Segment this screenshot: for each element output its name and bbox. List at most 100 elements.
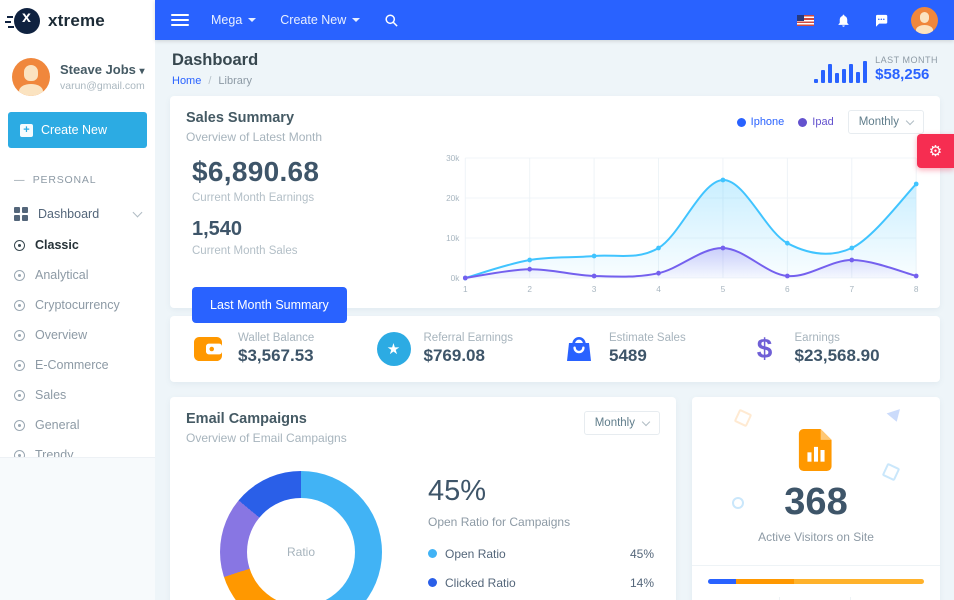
svg-text:20k: 20k [446,193,460,203]
current-month-sales-value: 1,540 [192,218,243,240]
legend-dot [428,549,437,558]
user-avatar [12,58,50,96]
active-visitors-card: 368 Active Visitors on Site 60% Desktop … [692,397,940,600]
svg-text:30k: 30k [446,153,460,163]
stat-estimate-sales: Estimate Sales 5489 [555,331,741,367]
user-name: Steave Jobs ▾ [60,62,145,77]
shopping-bag-icon [561,331,597,367]
email-card-title: Email Campaigns [186,411,307,427]
device-share-progress-bar [708,579,924,584]
sidebar: xtreme Steave Jobs ▾ varun@gmail.com + C… [0,0,155,600]
circle-dot-icon [14,269,25,281]
chevron-down-icon [248,18,257,22]
last-month-label: LAST MONTH [875,55,938,65]
sales-line-chart: 0k 10k 20k 30k 1 2 3 4 5 6 7 8 [446,153,919,294]
legend-ipad[interactable]: Ipad [798,116,834,128]
current-month-earnings-label: Current Month Earnings [192,192,315,204]
sidebar-user[interactable]: Steave Jobs ▾ varun@gmail.com [0,42,155,110]
sales-card-subtitle: Overview of Latest Month [186,130,323,144]
email-period-select[interactable]: Monthly [583,411,660,435]
page-title: Dashboard [172,51,259,69]
svg-text:7: 7 [849,284,854,294]
sidebar-item-cryptocurrency[interactable]: Cryptocurrency [0,290,155,320]
last-month-widget: LAST MONTH $58,256 [814,55,938,83]
last-month-sparkline [814,59,868,83]
create-new-button[interactable]: + Create New [8,112,147,148]
legend-iphone[interactable]: Iphone [736,116,784,128]
main-content: Dashboard Home / Library LAST MONTH $58,… [155,40,954,600]
topbar-user-avatar[interactable] [911,6,938,34]
legend-clicked-ratio: Clicked Ratio 14% [428,568,654,597]
stat-referral-earnings: ★ Referral Earnings $769.08 [370,331,556,367]
svg-text:5: 5 [721,284,726,294]
legend-dot-ipad [798,117,808,127]
brand-logo[interactable]: xtreme [0,0,155,42]
current-month-sales-label: Current Month Sales [192,245,298,257]
topbar-menu-create-new[interactable]: Create New [280,13,361,27]
legend-dot [428,578,437,587]
circle-dot-icon [14,299,25,311]
svg-text:6: 6 [785,284,790,294]
last-month-value: $58,256 [875,66,930,83]
theme-customizer-gear-button[interactable]: ⚙ [917,134,954,168]
active-visitors-label: Active Visitors on Site [758,530,874,544]
svg-text:4: 4 [656,284,661,294]
svg-text:3: 3 [592,284,597,294]
sidebar-item-ecommerce[interactable]: E-Commerce [0,350,155,380]
breadcrumb-home-link[interactable]: Home [172,75,202,87]
report-document-icon [798,429,832,471]
sidebar-nav: Dashboard Classic Analytical Cryptocurre… [0,194,155,474]
breadcrumb-current: Library [218,75,253,87]
chevron-down-icon [352,18,361,22]
decorative-diamond-icon [733,408,753,428]
rocket-logo-icon [7,8,40,34]
last-month-summary-button[interactable]: Last Month Summary [192,287,347,323]
email-card-subtitle: Overview of Email Campaigns [186,431,347,445]
legend-dot-iphone [736,117,746,127]
sales-card-title: Sales Summary [186,110,295,126]
sidebar-item-general[interactable]: General [0,410,155,440]
sidebar-item-sales[interactable]: Sales [0,380,155,410]
user-email: varun@gmail.com [60,80,145,92]
donut-center-label: Ratio [286,545,315,559]
email-donut-chart: Ratio [220,471,382,600]
decorative-triangle-icon [886,409,904,424]
email-campaigns-card: Email Campaigns Overview of Email Campai… [170,397,676,600]
dollar-icon: $ [756,333,773,364]
sidebar-item-analytical[interactable]: Analytical [0,260,155,290]
language-flag-icon[interactable] [797,14,814,26]
current-month-earnings-value: $6,890.68 [192,156,320,187]
circle-dot-icon [14,419,25,431]
chevron-down-icon: ▾ [139,66,145,77]
hamburger-menu-icon[interactable] [171,14,189,26]
search-icon[interactable] [384,13,399,28]
circle-dot-icon [14,389,25,401]
dashboard-grid-icon [14,207,28,221]
page-header: Dashboard Home / Library LAST MONTH $58,… [170,50,940,96]
legend-open-ratio: Open Ratio 45% [428,539,654,568]
chevron-down-icon [132,207,143,218]
open-ratio-big-label: Open Ratio for Campaigns [428,515,571,529]
breadcrumb: Home / Library [172,75,258,87]
svg-text:0k: 0k [451,273,461,283]
sidebar-item-overview[interactable]: Overview [0,320,155,350]
decorative-diamond-icon [881,462,901,482]
svg-text:1: 1 [463,284,468,294]
messages-icon[interactable] [873,13,889,28]
divider [692,565,940,566]
svg-text:8: 8 [914,284,919,294]
chevron-down-icon [905,116,915,126]
sales-period-select[interactable]: Monthly [847,110,924,134]
notifications-bell-icon[interactable] [836,13,851,28]
active-visitors-count: 368 [784,481,848,523]
sidebar-footer-area [0,457,155,600]
circle-dot-icon [14,239,25,251]
topbar-menu-mega[interactable]: Mega [211,13,257,27]
svg-text:10k: 10k [446,233,460,243]
circle-dot-icon [14,359,25,371]
sidebar-item-dashboard[interactable]: Dashboard [0,198,155,230]
chevron-down-icon [641,417,651,427]
sidebar-item-classic[interactable]: Classic [0,230,155,260]
sales-summary-card: Sales Summary Overview of Latest Month I… [170,96,940,323]
stats-row-card: Wallet Balance $3,567.53 ★ Referral Earn… [170,316,940,382]
